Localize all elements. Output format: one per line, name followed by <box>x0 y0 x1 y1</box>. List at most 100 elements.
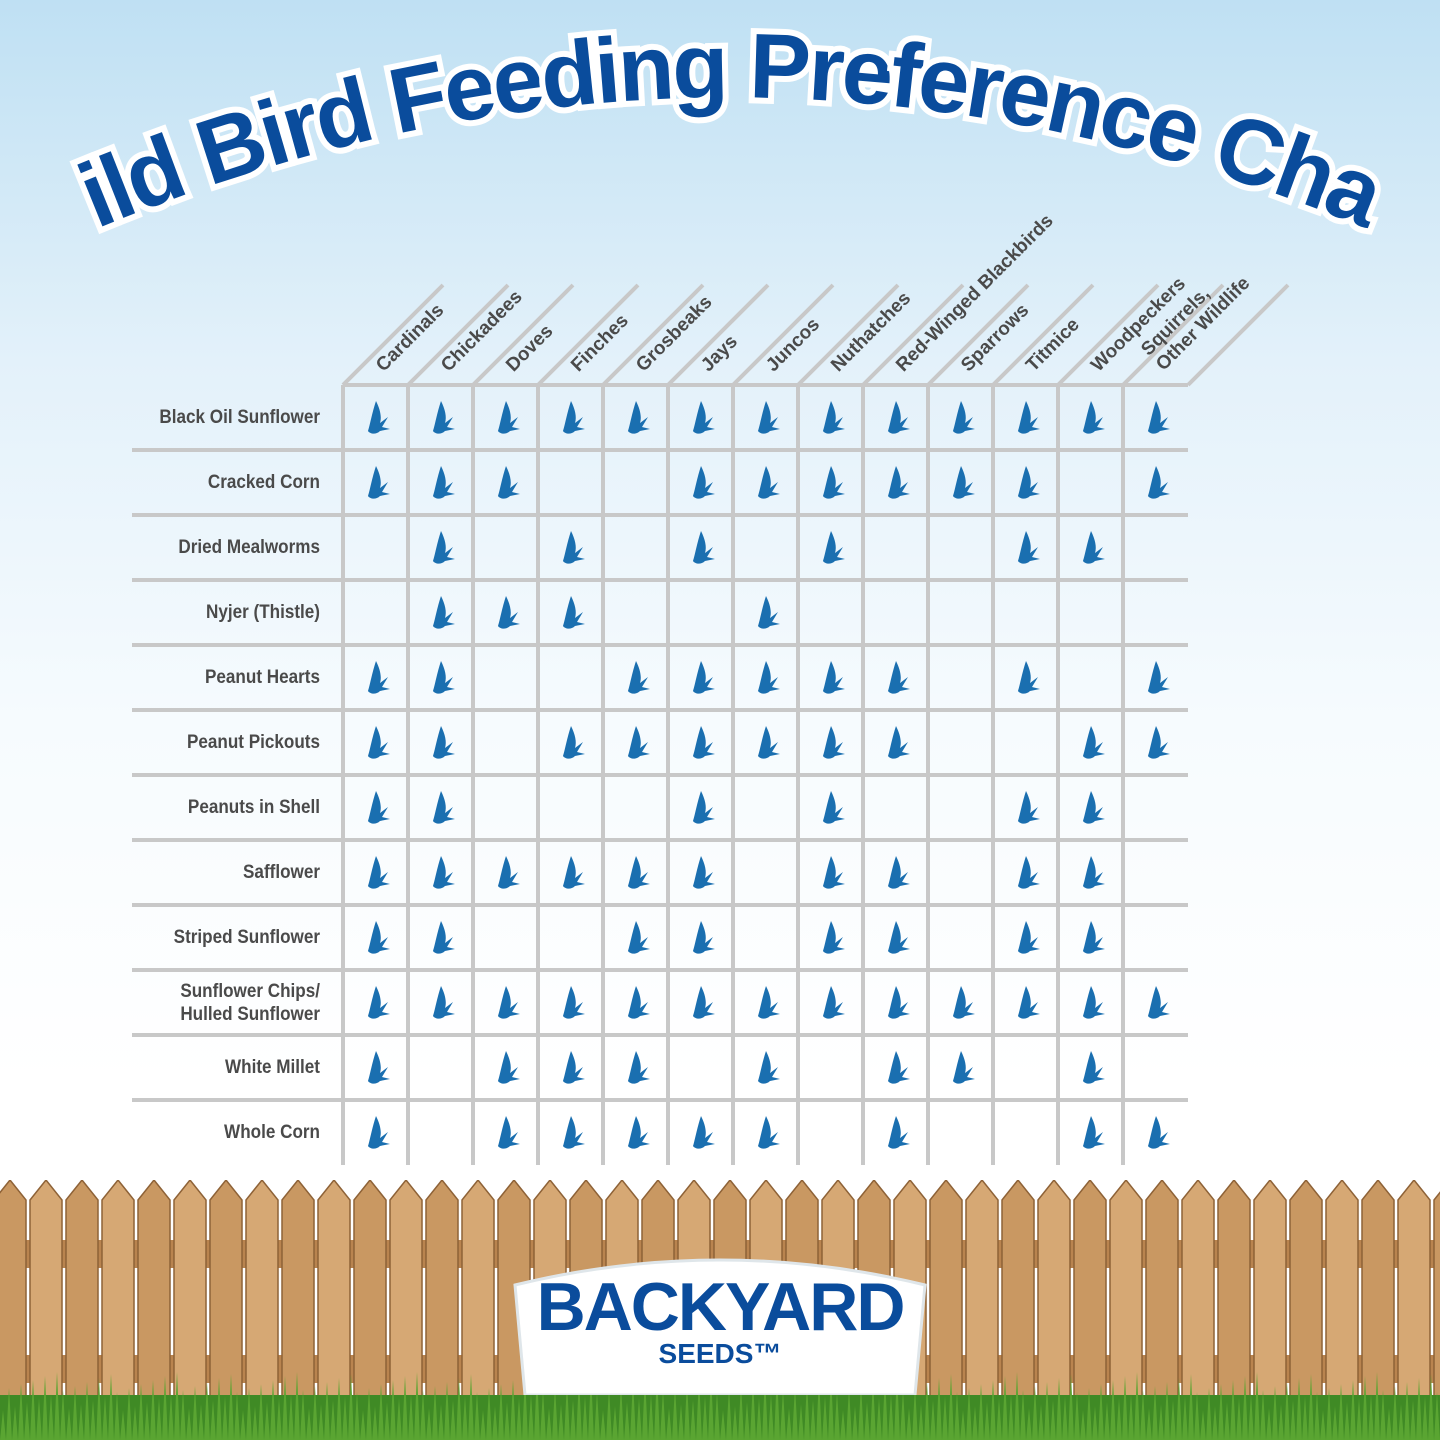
bird-icon <box>1083 1116 1105 1149</box>
bird-icon <box>888 1051 910 1084</box>
bird-icon <box>758 1116 780 1149</box>
preference-grid <box>132 283 1290 1165</box>
bird-icon <box>953 401 975 434</box>
bird-icon <box>693 531 715 564</box>
header-diagonal <box>861 283 965 387</box>
bird-icon <box>758 986 780 1019</box>
row-label: Peanuts in Shell <box>187 796 320 818</box>
bird-icon <box>628 661 650 694</box>
bird-icon <box>823 921 845 954</box>
bird-icon <box>1083 986 1105 1019</box>
bird-icon <box>368 921 390 954</box>
bird-icon <box>1148 726 1170 759</box>
bird-icon <box>1018 986 1040 1019</box>
bird-icon <box>433 921 455 954</box>
bird-icon <box>823 856 845 889</box>
bird-icon <box>563 401 585 434</box>
bird-icon <box>693 726 715 759</box>
bird-icon <box>433 401 455 434</box>
bird-icon <box>888 726 910 759</box>
bird-icon <box>1018 856 1040 889</box>
header-diagonal <box>666 283 770 387</box>
bird-icon <box>693 661 715 694</box>
bird-icon <box>823 791 845 824</box>
bird-icon <box>498 986 520 1019</box>
row-label: Whole Corn <box>224 1121 320 1143</box>
bird-icon <box>888 856 910 889</box>
bird-icon <box>1148 401 1170 434</box>
bird-icon <box>1018 466 1040 499</box>
bird-icon <box>368 466 390 499</box>
bird-icon <box>693 856 715 889</box>
bird-icon <box>1018 531 1040 564</box>
row-label: Cracked Corn <box>207 471 320 493</box>
bird-icon <box>1083 791 1105 824</box>
bird-icon <box>498 856 520 889</box>
bird-icon <box>693 986 715 1019</box>
bird-icon <box>1018 921 1040 954</box>
bird-icon <box>888 986 910 1019</box>
bird-icon <box>693 921 715 954</box>
bird-icon <box>1148 661 1170 694</box>
bird-icon <box>823 531 845 564</box>
bird-icon <box>1018 791 1040 824</box>
header-diagonal <box>796 283 900 387</box>
bird-icon <box>628 1116 650 1149</box>
bird-icon <box>953 986 975 1019</box>
bird-icon <box>1083 856 1105 889</box>
bird-icon <box>433 856 455 889</box>
bird-icon <box>563 531 585 564</box>
row-label: Dried Mealworms <box>178 536 320 558</box>
header-diagonal <box>1186 283 1290 387</box>
bird-icon <box>628 726 650 759</box>
bird-icon <box>888 661 910 694</box>
bird-icon <box>368 661 390 694</box>
bird-icon <box>628 1051 650 1084</box>
bird-icon <box>1148 986 1170 1019</box>
row-label: Black Oil Sunflower <box>159 406 320 428</box>
bird-icon <box>433 596 455 629</box>
bird-icon <box>1083 921 1105 954</box>
bird-icon <box>1018 401 1040 434</box>
bird-icon <box>1083 401 1105 434</box>
bird-icon <box>563 596 585 629</box>
bird-icon <box>823 401 845 434</box>
bird-icon <box>498 596 520 629</box>
header-diagonal <box>536 283 640 387</box>
bird-icon <box>368 1051 390 1084</box>
bird-icon <box>628 856 650 889</box>
header-diagonal <box>926 283 1030 387</box>
backyard-seeds-logo: BACKYARD SEEDS™ <box>513 1258 927 1395</box>
row-label: Peanut Hearts <box>204 666 320 688</box>
bird-icon <box>368 856 390 889</box>
bird-icon <box>628 986 650 1019</box>
bird-icon <box>433 986 455 1019</box>
bird-icon <box>758 466 780 499</box>
fence-decoration <box>0 1180 1440 1440</box>
bird-icon <box>953 466 975 499</box>
bird-icon <box>1083 1051 1105 1084</box>
bird-icon <box>823 466 845 499</box>
bird-icon <box>628 401 650 434</box>
row-label: Nyjer (Thistle) <box>205 601 320 623</box>
bird-icon <box>368 1116 390 1149</box>
bird-icon <box>368 726 390 759</box>
bird-icon <box>888 921 910 954</box>
header-diagonal <box>1121 283 1225 387</box>
logo-brand: BACKYARD <box>537 1269 904 1345</box>
header-diagonal <box>1056 283 1160 387</box>
bird-icon <box>888 401 910 434</box>
bird-icon <box>888 466 910 499</box>
bird-icon <box>693 466 715 499</box>
bird-icon <box>433 531 455 564</box>
bird-icon <box>758 401 780 434</box>
bird-icon <box>823 661 845 694</box>
header-diagonal <box>471 283 575 387</box>
grass-base <box>0 1395 1440 1440</box>
bird-icon <box>563 856 585 889</box>
row-label: Peanut Pickouts <box>186 731 320 753</box>
bird-icon <box>563 1116 585 1149</box>
bird-icon <box>693 401 715 434</box>
bird-icon <box>953 1051 975 1084</box>
fence-picket <box>0 1180 27 1440</box>
